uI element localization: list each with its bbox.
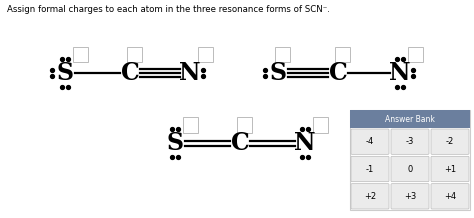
FancyBboxPatch shape (336, 48, 350, 63)
FancyBboxPatch shape (183, 118, 199, 133)
Text: Answer Bank: Answer Bank (385, 114, 435, 124)
FancyBboxPatch shape (199, 48, 213, 63)
Text: N: N (179, 61, 201, 85)
FancyBboxPatch shape (391, 129, 429, 154)
Text: -2: -2 (446, 137, 454, 146)
FancyBboxPatch shape (431, 129, 469, 154)
Text: S: S (56, 61, 73, 85)
Text: -1: -1 (366, 165, 374, 174)
FancyBboxPatch shape (431, 184, 469, 209)
Text: -4: -4 (366, 137, 374, 146)
Text: N: N (389, 61, 411, 85)
Text: +2: +2 (364, 192, 376, 201)
Text: Assign formal charges to each atom in the three resonance forms of SCN⁻.: Assign formal charges to each atom in th… (7, 5, 330, 14)
FancyBboxPatch shape (391, 156, 429, 182)
Text: S: S (166, 131, 183, 155)
Text: C: C (328, 61, 347, 85)
FancyBboxPatch shape (409, 48, 423, 63)
FancyBboxPatch shape (431, 156, 469, 182)
FancyBboxPatch shape (237, 118, 253, 133)
FancyBboxPatch shape (350, 110, 470, 128)
FancyBboxPatch shape (313, 118, 328, 133)
Text: 0: 0 (407, 165, 413, 174)
Text: +1: +1 (444, 165, 456, 174)
Text: -3: -3 (406, 137, 414, 146)
Text: +4: +4 (444, 192, 456, 201)
FancyBboxPatch shape (73, 48, 89, 63)
Text: C: C (231, 131, 249, 155)
FancyBboxPatch shape (351, 184, 389, 209)
Text: N: N (294, 131, 316, 155)
FancyBboxPatch shape (351, 129, 389, 154)
FancyBboxPatch shape (351, 156, 389, 182)
FancyBboxPatch shape (391, 184, 429, 209)
FancyBboxPatch shape (128, 48, 143, 63)
FancyBboxPatch shape (350, 110, 470, 210)
Text: S: S (270, 61, 286, 85)
Text: +3: +3 (404, 192, 416, 201)
FancyBboxPatch shape (275, 48, 291, 63)
Text: C: C (120, 61, 139, 85)
